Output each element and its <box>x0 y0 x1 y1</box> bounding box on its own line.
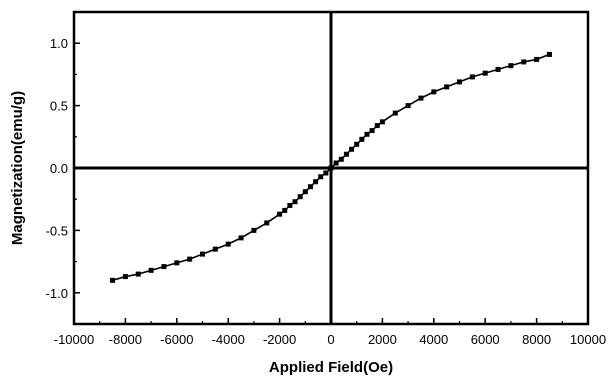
x-tick-label: 4000 <box>419 332 448 347</box>
data-point <box>313 179 319 185</box>
data-point <box>457 79 462 85</box>
y-tick-label: -0.5 <box>46 223 68 238</box>
data-point <box>110 277 116 283</box>
data-point <box>318 174 324 180</box>
data-point <box>328 165 334 171</box>
data-point <box>369 128 375 134</box>
data-point <box>495 66 501 72</box>
x-tick-label: 8000 <box>522 332 551 347</box>
data-point <box>282 207 288 213</box>
data-point <box>251 227 257 233</box>
x-tick-label: 10000 <box>570 332 606 347</box>
data-point <box>148 267 154 273</box>
y-tick-label: 0.5 <box>50 99 68 114</box>
data-point <box>418 95 424 101</box>
data-point <box>354 141 360 147</box>
y-tick-label: -1.0 <box>46 286 68 301</box>
data-point <box>431 89 437 95</box>
x-tick-label: -8000 <box>109 332 142 347</box>
data-point <box>122 274 128 280</box>
data-point <box>521 59 527 65</box>
x-axis: -10000 -8000 -6000 -4000 -2000 0 2000 4000 6000 8… <box>54 318 606 347</box>
x-tick-label: -2000 <box>263 332 296 347</box>
x-tick-label: 0 <box>327 332 334 347</box>
data-point <box>187 256 193 262</box>
y-axis-title: Magnetization(emu/g) <box>9 91 26 245</box>
data-point <box>200 251 205 257</box>
data-point <box>297 194 303 200</box>
data-point <box>469 74 475 80</box>
series-markers <box>110 51 552 283</box>
data-point <box>534 56 540 62</box>
data-point <box>374 123 380 129</box>
data-point <box>174 260 180 266</box>
data-point <box>349 146 355 152</box>
data-point <box>135 271 141 277</box>
data-point <box>212 246 218 252</box>
data-point <box>287 202 293 208</box>
data-point <box>379 119 385 125</box>
x-tick-label: 2000 <box>368 332 397 347</box>
data-point <box>508 63 514 69</box>
x-tick-label: 6000 <box>471 332 500 347</box>
x-tick-label: -10000 <box>54 332 94 347</box>
data-point <box>333 160 339 166</box>
data-point <box>277 211 283 217</box>
data-point <box>338 156 344 162</box>
x-tick-label: -4000 <box>212 332 245 347</box>
data-point <box>546 51 552 57</box>
y-tick-label: 0.0 <box>50 161 68 176</box>
data-point <box>392 110 398 116</box>
data-point <box>307 184 313 190</box>
data-point <box>302 189 308 195</box>
x-tick-label: -6000 <box>160 332 193 347</box>
data-point <box>364 131 370 137</box>
data-point <box>238 235 244 241</box>
data-point <box>359 136 365 142</box>
data-point <box>225 241 231 247</box>
y-axis: -1.0 -0.5 0.0 0.5 1.0 <box>46 36 80 301</box>
data-point <box>323 170 329 176</box>
data-point <box>405 103 411 109</box>
x-axis-title: Applied Field(Oe) <box>269 359 393 376</box>
data-point <box>161 264 167 270</box>
data-point <box>444 84 450 90</box>
data-point <box>264 220 270 226</box>
data-point <box>343 151 349 157</box>
y-tick-label: 1.0 <box>50 36 68 51</box>
data-point <box>292 199 298 205</box>
data-point <box>482 70 488 76</box>
